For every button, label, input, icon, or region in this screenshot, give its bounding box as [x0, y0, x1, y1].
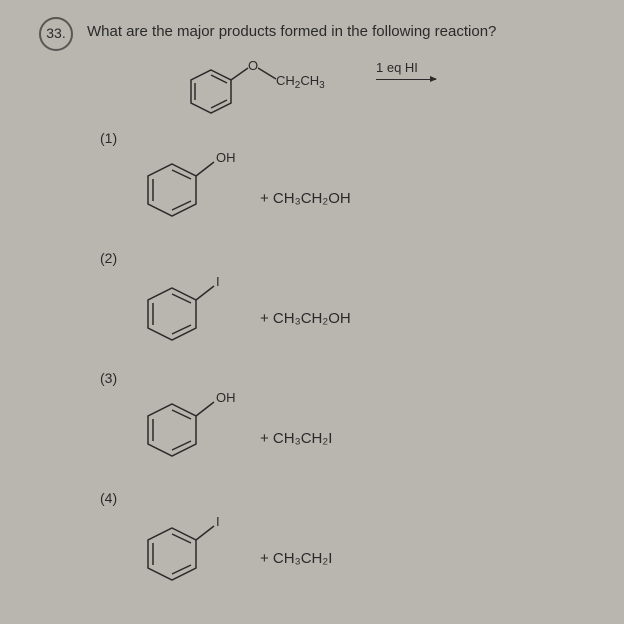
option-1-structure: OH [140, 146, 250, 224]
option-3-sub-label: OH [216, 390, 236, 405]
option-2-num: (2) [100, 250, 117, 266]
option-2-product: + CH₃CH₂OH [260, 310, 351, 327]
option-4-product: + CH₃CH₂I [260, 550, 332, 567]
option-1-product: + CH₃CH₂OH [260, 190, 351, 207]
option-3-num: (3) [100, 370, 117, 386]
option-4-structure: I [140, 510, 250, 588]
reactant-structure: O CH2CH3 [186, 55, 356, 125]
option-1-sub-label: OH [216, 150, 236, 165]
option-1-num: (1) [100, 130, 117, 146]
option-2-structure: I [140, 270, 250, 348]
option-2-sub-label: I [216, 274, 220, 289]
option-4-num: (4) [100, 490, 117, 506]
reaction-arrow: 1 eq HI [376, 60, 436, 80]
option-3-structure: OH [140, 386, 250, 464]
reagent-label: 1 eq HI [376, 60, 418, 75]
question-number: 33. [39, 17, 73, 51]
question-text: What are the major products formed in th… [87, 23, 496, 40]
reactant-sub-label: CH2CH3 [276, 73, 325, 91]
svg-text:O: O [248, 58, 258, 73]
option-3-product: + CH₃CH₂I [260, 430, 332, 447]
option-4-sub-label: I [216, 514, 220, 529]
